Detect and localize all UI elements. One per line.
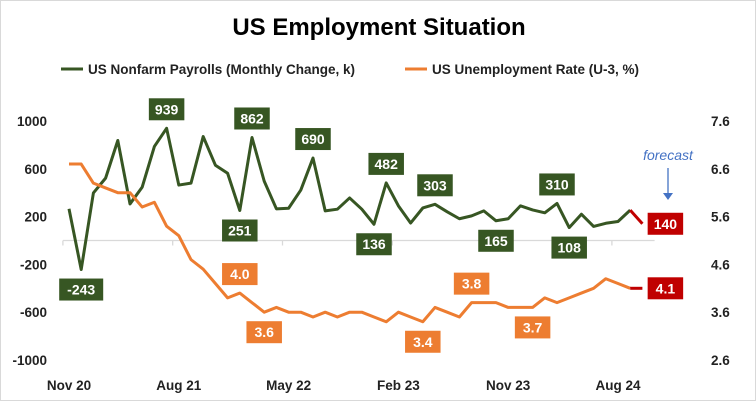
- y-left-tick-label: 600: [24, 162, 47, 177]
- svg-text:690: 690: [301, 131, 325, 147]
- data-label: 140: [648, 213, 684, 235]
- x-tick-label: Nov 20: [47, 378, 91, 393]
- svg-text:3.6: 3.6: [254, 324, 274, 340]
- svg-text:310: 310: [545, 176, 569, 192]
- y-left-tick-label: 1000: [17, 114, 47, 129]
- svg-text:3.7: 3.7: [523, 319, 543, 335]
- data-label: 251: [222, 220, 257, 242]
- data-label: -243: [59, 279, 103, 301]
- data-label: 690: [295, 128, 331, 150]
- data-label: 136: [356, 233, 392, 255]
- svg-text:482: 482: [375, 156, 399, 172]
- data-label: 482: [368, 153, 404, 175]
- y-right-tick-label: 6.6: [711, 162, 730, 177]
- data-label: 3.8: [454, 273, 490, 295]
- y-left-tick-label: -1000: [12, 353, 47, 368]
- svg-text:251: 251: [228, 223, 252, 239]
- y-right-tick-label: 5.6: [711, 210, 730, 225]
- x-tick-label: Nov 23: [486, 378, 531, 393]
- data-label: 165: [478, 230, 514, 252]
- payrolls-forecast-line: [630, 210, 642, 224]
- svg-text:3.8: 3.8: [462, 276, 482, 292]
- data-label: 4.0: [222, 263, 257, 285]
- y-right-tick-label: 7.6: [711, 114, 730, 129]
- svg-text:862: 862: [240, 110, 264, 126]
- y-right-tick-label: 2.6: [711, 353, 730, 368]
- legend: US Nonfarm Payrolls (Monthly Change, k) …: [61, 62, 639, 77]
- data-label: 3.6: [246, 321, 282, 343]
- svg-text:4.0: 4.0: [230, 266, 250, 282]
- x-tick-label: Aug 21: [156, 378, 202, 393]
- svg-text:136: 136: [362, 236, 386, 252]
- data-label: 303: [417, 174, 453, 196]
- svg-text:939: 939: [155, 101, 179, 117]
- y-right-tick-label: 4.6: [711, 257, 730, 272]
- legend-label-unemployment: US Unemployment Rate (U-3, %): [432, 62, 639, 77]
- y-left-tick-label: -600: [20, 305, 47, 320]
- data-label: 3.7: [515, 316, 551, 338]
- x-tick-label: May 22: [266, 378, 311, 393]
- data-label: 862: [234, 107, 270, 129]
- svg-text:303: 303: [423, 177, 447, 193]
- data-label: 310: [539, 173, 575, 195]
- forecast-label: forecast: [643, 147, 694, 163]
- forecast-annotation: forecast: [643, 147, 694, 200]
- data-label: 3.4: [405, 331, 441, 353]
- data-label: 108: [551, 237, 587, 259]
- x-tick-label: Aug 24: [595, 378, 641, 393]
- chart-title: US Employment Situation: [232, 14, 525, 41]
- data-label: 4.1: [648, 277, 684, 299]
- y-left-tick-label: 200: [24, 210, 47, 225]
- svg-text:140: 140: [654, 216, 678, 232]
- legend-label-payrolls: US Nonfarm Payrolls (Monthly Change, k): [88, 62, 355, 77]
- svg-text:108: 108: [558, 240, 582, 256]
- svg-text:165: 165: [484, 233, 508, 249]
- svg-text:-243: -243: [67, 282, 95, 298]
- data-label: 939: [149, 98, 185, 120]
- x-tick-label: Feb 23: [377, 378, 420, 393]
- forecast-arrowhead-icon: [663, 193, 673, 200]
- y-right-tick-label: 3.6: [711, 305, 730, 320]
- svg-text:4.1: 4.1: [656, 280, 676, 296]
- y-left-tick-label: -200: [20, 257, 47, 272]
- payrolls-line: [69, 128, 630, 269]
- svg-text:3.4: 3.4: [413, 334, 433, 350]
